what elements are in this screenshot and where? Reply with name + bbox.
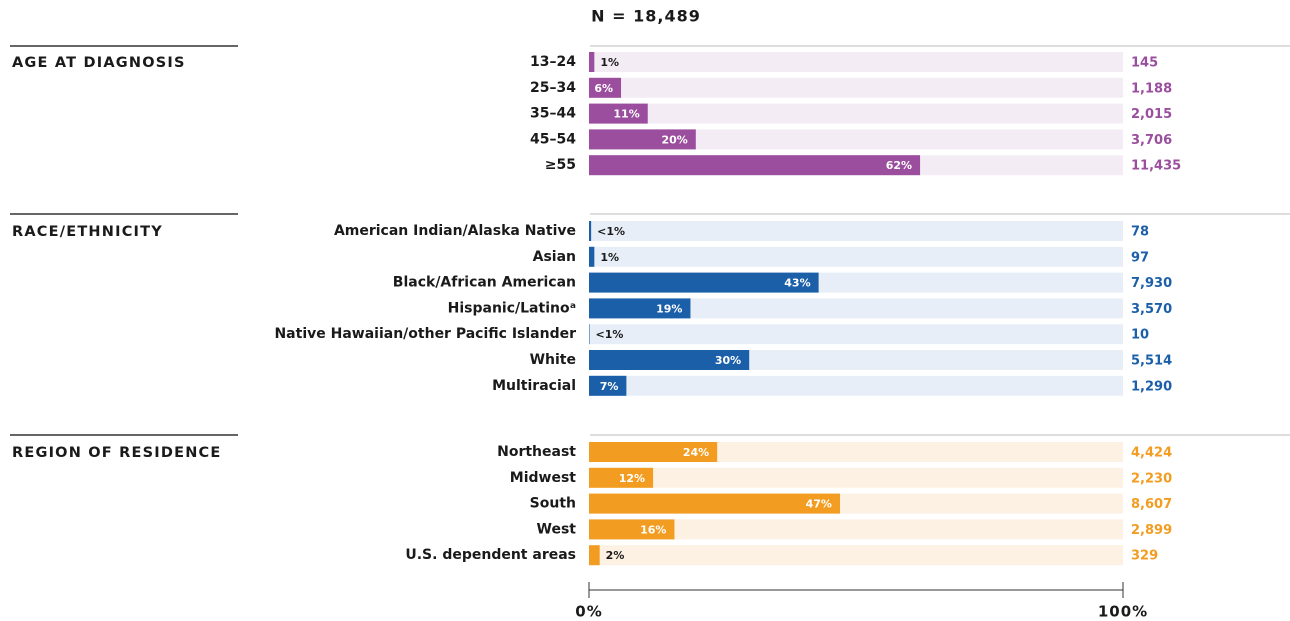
count-label: 2,899	[1131, 523, 1172, 538]
x-tick-label: 0%	[575, 603, 602, 621]
count-label: 10	[1131, 328, 1149, 343]
x-tick-label: 100%	[1098, 603, 1148, 621]
count-label: 7,930	[1131, 276, 1172, 291]
bar	[589, 77, 622, 98]
count-label: 4,424	[1131, 446, 1172, 461]
value-label: 43%	[784, 277, 810, 290]
bar	[589, 467, 654, 488]
value-label: 19%	[656, 302, 682, 315]
category-label: Native Hawaiian/other Pacific Islander	[274, 326, 576, 342]
bar	[589, 155, 921, 176]
count-label: 1,290	[1131, 379, 1172, 394]
bar	[589, 129, 696, 150]
bar-track	[589, 545, 1123, 566]
value-label: 12%	[619, 472, 645, 485]
count-label: 329	[1131, 549, 1158, 564]
category-label: American Indian/Alaska Native	[334, 223, 576, 239]
bar-track	[589, 324, 1123, 345]
bar	[589, 519, 675, 540]
count-label: 5,514	[1131, 354, 1172, 369]
value-label: 6%	[594, 82, 613, 95]
bar-track	[589, 77, 1123, 98]
bar	[589, 442, 718, 462]
value-label: 62%	[886, 159, 912, 172]
value-label: 7%	[600, 380, 619, 393]
count-label: 2,230	[1131, 471, 1172, 486]
bar-track	[589, 519, 1123, 540]
count-label: 97	[1131, 250, 1149, 265]
value-label: <1%	[597, 225, 625, 238]
bar-track	[589, 375, 1123, 396]
count-label: 8,607	[1131, 497, 1172, 512]
section-title: REGION OF RESIDENCE	[12, 445, 222, 461]
bar	[589, 272, 819, 293]
category-label: South	[530, 496, 576, 512]
category-label: ≥55	[545, 157, 576, 173]
bar-track	[589, 221, 1123, 241]
value-label: 1%	[600, 56, 619, 69]
category-label: 45–54	[530, 131, 576, 147]
bar	[589, 350, 750, 370]
section-title: AGE AT DIAGNOSIS	[12, 55, 186, 71]
bar-track	[589, 129, 1123, 150]
bar	[589, 375, 627, 396]
value-label: 2%	[606, 549, 625, 562]
bar-track	[589, 298, 1123, 319]
category-label: West	[537, 521, 577, 537]
category-label: 25–34	[530, 80, 576, 96]
count-label: 11,435	[1131, 159, 1181, 174]
bar-track	[589, 246, 1123, 267]
category-label: Black/African American	[393, 275, 576, 291]
bar	[589, 103, 648, 124]
category-label: Northeast	[497, 444, 576, 460]
category-label: Asian	[533, 249, 576, 265]
category-label: Midwest	[510, 470, 577, 486]
category-label: White	[530, 352, 576, 368]
category-label: U.S. dependent areas	[405, 547, 576, 563]
value-label: 1%	[600, 251, 619, 264]
category-label: Hispanic/Latinoᵃ	[448, 300, 576, 316]
bar	[589, 298, 691, 319]
value-label: 11%	[613, 108, 639, 121]
value-label: 47%	[806, 498, 832, 511]
count-label: 3,706	[1131, 133, 1172, 148]
category-label: Multiracial	[492, 378, 576, 394]
bar	[589, 493, 840, 514]
category-label: 13–24	[530, 54, 576, 70]
bar-track	[589, 52, 1123, 72]
value-label: <1%	[596, 328, 624, 341]
value-label: 30%	[715, 354, 741, 367]
bar	[589, 221, 592, 241]
count-label: 2,015	[1131, 107, 1172, 122]
count-label: 78	[1131, 225, 1149, 240]
section-title: RACE/ETHNICITY	[12, 224, 163, 240]
bar-track	[589, 467, 1123, 488]
bar-track	[589, 103, 1123, 124]
value-label: 24%	[683, 446, 709, 459]
bar	[589, 324, 590, 345]
category-label: 35–44	[530, 106, 576, 122]
bar	[589, 246, 595, 267]
count-label: 1,188	[1131, 81, 1172, 96]
value-label: 16%	[640, 523, 666, 536]
bar	[589, 52, 595, 72]
value-label: 20%	[661, 133, 687, 146]
chart-title: N = 18,489	[591, 7, 701, 26]
count-label: 3,570	[1131, 302, 1172, 317]
bar	[589, 545, 600, 566]
count-label: 145	[1131, 56, 1158, 71]
bar-track	[589, 442, 1123, 462]
